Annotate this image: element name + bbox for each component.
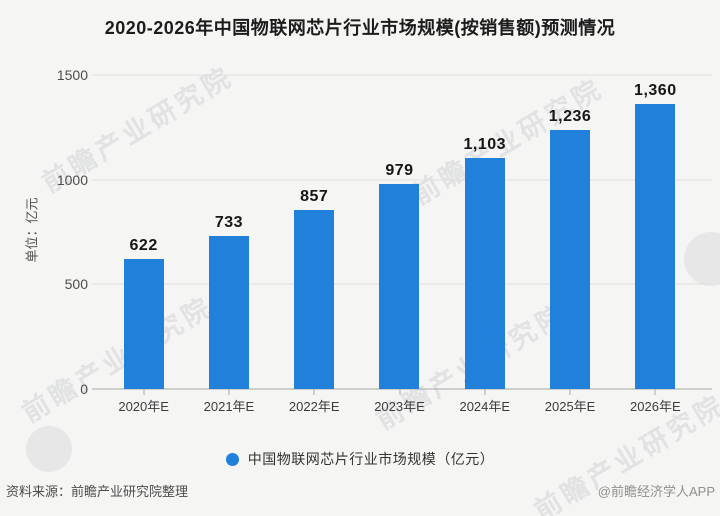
- bar-value-label: 1,236: [548, 108, 592, 126]
- footer: 资料来源：前瞻产业研究院整理 @前瞻经济学人APP: [0, 481, 720, 501]
- y-tick-labels: 0 500 1000 1500: [36, 67, 88, 397]
- bar-value-label: 1,360: [634, 82, 677, 100]
- x-category-label: 2026年E: [630, 399, 681, 414]
- x-axis-tick: [143, 389, 145, 395]
- y-tick-label: 1500: [56, 67, 88, 83]
- bar-2021年E: [208, 235, 249, 389]
- x-category-label: 2022年E: [288, 399, 340, 414]
- x-axis-tick: [484, 389, 486, 395]
- x-category-label: 2023年E: [374, 399, 425, 414]
- bar-value-label: 979: [385, 162, 414, 180]
- credit-text: @前瞻经济学人APP: [597, 484, 715, 499]
- gridline: [92, 74, 712, 76]
- bar-slot: 733: [186, 75, 271, 389]
- y-tick-label: 1000: [56, 171, 88, 188]
- bar-2022年E: [294, 209, 335, 389]
- x-axis-tick: [313, 389, 315, 395]
- bar-2023年E: [379, 184, 420, 389]
- bar-slot: 1,103: [442, 75, 527, 389]
- bar-2024年E: [464, 158, 505, 389]
- x-category-label: 2020年E: [118, 399, 169, 414]
- bar-slot: 622: [101, 75, 186, 389]
- x-axis-tick: [569, 389, 571, 395]
- bar-slot: 979: [357, 75, 442, 389]
- x-axis-tick: [654, 389, 656, 395]
- bar-2020年E: [123, 258, 164, 389]
- legend-marker-dot: [225, 452, 239, 466]
- legend: 中国物联网芯片行业市场规模（亿元）: [0, 449, 720, 469]
- x-axis-tick: [399, 389, 400, 395]
- legend-label: 中国物联网芯片行业市场规模（亿元）: [247, 451, 495, 467]
- x-axis-ticks: [101, 389, 698, 395]
- data-source-text: 资料来源：前瞻产业研究院整理: [6, 484, 189, 499]
- bar-slot: 1,360: [613, 75, 698, 389]
- x-category-label: 2024年E: [459, 399, 511, 414]
- y-tick-label: 500: [64, 276, 88, 293]
- bar-2025年E: [550, 130, 591, 389]
- x-labels: 2020年E 2021年E 2022年E 2023年E 2024年E 2025年E 2026…: [101, 396, 698, 415]
- gridline: [92, 179, 712, 181]
- bar-slot: 1,236: [527, 75, 612, 389]
- x-axis-line: [92, 388, 712, 390]
- y-tick-label: 0: [80, 381, 88, 397]
- bar-value-label: 733: [214, 213, 244, 231]
- plot-area: 622 733 857 979 1,103 1,236 1,360: [101, 75, 698, 389]
- bar-2026年E: [635, 104, 676, 389]
- bar-value-label: 622: [129, 236, 158, 254]
- x-axis-tick: [228, 389, 230, 395]
- x-category-label: 2025年E: [544, 399, 596, 414]
- chart-title: 2020-2026年中国物联网芯片行业市场规模(按销售额)预测情况: [104, 18, 616, 38]
- x-category-label: 2021年E: [203, 399, 255, 414]
- bar-value-label: 857: [300, 187, 329, 205]
- bar-slot: 857: [272, 75, 357, 389]
- bar-value-label: 1,103: [463, 136, 507, 154]
